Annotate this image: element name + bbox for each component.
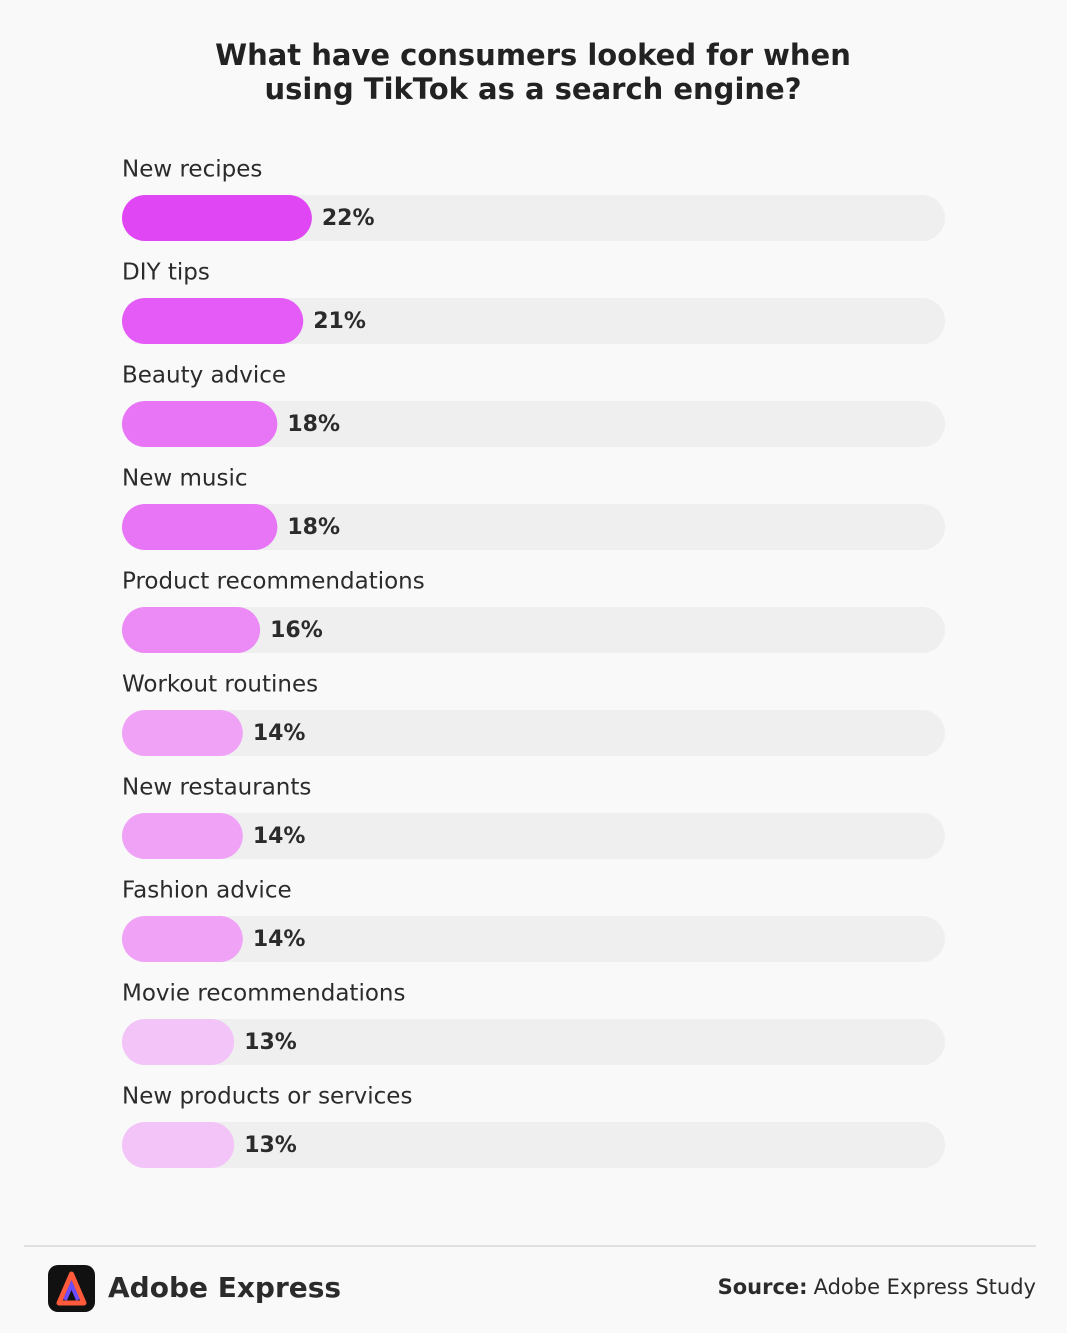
category-label: New restaurants (122, 775, 311, 801)
category-label: New recipes (122, 157, 262, 183)
value-label: 18% (287, 515, 340, 540)
category-label: New music (122, 466, 247, 492)
category-label: Product recommendations (122, 569, 425, 595)
brand: Adobe Express (108, 1271, 341, 1304)
value-label: 14% (253, 721, 306, 746)
bar-track (122, 710, 945, 756)
bar (122, 813, 243, 859)
bar (122, 1122, 235, 1168)
category-label: Workout routines (122, 672, 318, 698)
bar (122, 298, 304, 344)
value-label: 13% (244, 1133, 297, 1158)
value-label: 13% (244, 1030, 297, 1055)
bar-track (122, 298, 945, 344)
bar-track (122, 1122, 945, 1168)
logo-mark (63, 1279, 80, 1301)
bar-track (122, 401, 945, 447)
category-label: Beauty advice (122, 363, 286, 389)
bar (122, 710, 243, 756)
chart-title: What have consumers looked for when usin… (215, 38, 851, 106)
logo-mark (56, 1271, 87, 1306)
bar-track (122, 607, 945, 653)
bar (122, 916, 243, 962)
bar (122, 1019, 235, 1065)
bar (122, 401, 278, 447)
bar (122, 504, 278, 550)
category-label: DIY tips (122, 260, 210, 286)
value-label: 21% (313, 309, 366, 334)
value-label: 16% (270, 618, 323, 643)
bar-track (122, 504, 945, 550)
value-label: 14% (253, 824, 306, 849)
bar-track (122, 916, 945, 962)
source-text: Adobe Express Study (814, 1275, 1036, 1299)
value-label: 22% (322, 206, 375, 231)
category-label: New products or services (122, 1084, 412, 1110)
source-label: Source: (718, 1275, 808, 1299)
bar-track (122, 195, 945, 241)
bar-track (122, 813, 945, 859)
category-label: Movie recommendations (122, 981, 405, 1007)
value-label: 14% (253, 927, 306, 952)
source: Source: Adobe Express Study (718, 1275, 1036, 1299)
bar (122, 195, 312, 241)
bar (122, 607, 261, 653)
bar-track (122, 1019, 945, 1065)
value-label: 18% (287, 412, 340, 437)
category-label: Fashion advice (122, 878, 292, 904)
